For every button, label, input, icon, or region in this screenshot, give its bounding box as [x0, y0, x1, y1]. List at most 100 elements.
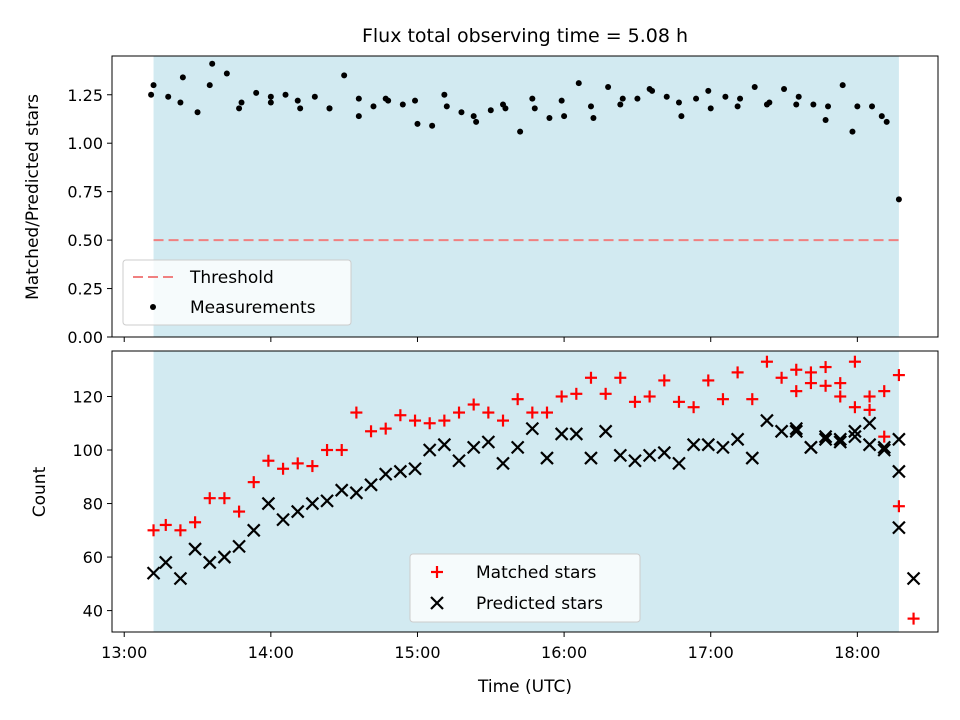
- matched-star-point: [614, 371, 627, 384]
- matched-star-point: [716, 393, 729, 406]
- top-y-axis-label: Matched/Predicted stars: [23, 94, 43, 300]
- x-tick-label: 14:00: [248, 643, 294, 662]
- predicted-star-point: [496, 456, 510, 471]
- y-tick-label: 100: [72, 441, 103, 460]
- matched-star-point: [643, 390, 656, 403]
- matched-star-point: [878, 385, 891, 398]
- predicted-star-point: [364, 478, 378, 492]
- measurement-point: [294, 97, 301, 104]
- measurement-point: [883, 118, 890, 125]
- legend-predicted-label: Predicted stars: [476, 594, 603, 614]
- matched-star-point: [863, 390, 876, 403]
- matched-star-point: [746, 393, 759, 406]
- bottom-y-ticks: 40 60 80 100 120: [72, 387, 112, 621]
- measurement-point: [370, 103, 377, 110]
- predicted-star-point: [554, 427, 569, 441]
- legend-threshold-label: Threshold: [189, 268, 274, 288]
- legend-measurements-swatch: [150, 304, 156, 310]
- measurement-point: [470, 113, 477, 120]
- count-points: [146, 355, 921, 625]
- matched-star-point: [262, 454, 275, 467]
- matched-star-point: [892, 500, 905, 513]
- top-panel: Flux total observing time = 5.08 h 0.000…: [23, 25, 939, 347]
- measurement-point: [722, 93, 729, 100]
- predicted-star-point: [525, 421, 540, 436]
- predicted-star-point: [701, 437, 716, 452]
- predicted-star-point: [173, 571, 188, 586]
- top-plot-frame: [111, 55, 939, 338]
- matched-star-point: [526, 406, 539, 419]
- predicted-star-point: [833, 435, 848, 449]
- predicted-star-point: [892, 520, 906, 535]
- predicted-star-point: [818, 429, 833, 444]
- predicted-star-point: [760, 413, 774, 428]
- predicted-star-point: [188, 542, 202, 556]
- matched-star-point: [702, 374, 715, 387]
- matched-star-point: [247, 476, 260, 489]
- predicted-star-point: [892, 432, 906, 447]
- x-tick-label: 13:00: [101, 643, 147, 662]
- measurement-point: [605, 84, 612, 91]
- matched-star-point: [892, 369, 905, 382]
- measurement-point: [165, 93, 172, 100]
- measurement-point: [236, 105, 243, 112]
- matched-star-point: [409, 414, 422, 427]
- matched-star-point: [497, 414, 510, 427]
- measurement-point: [531, 105, 538, 112]
- matched-star-point: [379, 422, 392, 435]
- matched-star-point: [159, 518, 172, 531]
- measurement-point: [282, 91, 289, 98]
- predicted-star-point: [598, 424, 613, 439]
- matched-star-point: [731, 366, 744, 379]
- x-axis-label: Time (UTC): [477, 677, 572, 697]
- matched-star-point: [335, 444, 348, 457]
- top-x-ticks: [123, 337, 858, 342]
- measurement-point: [810, 101, 817, 108]
- predicted-star-point: [584, 451, 598, 465]
- matched-star-point: [790, 385, 803, 398]
- y-tick-label: 80: [83, 495, 103, 514]
- predicted-star-point: [745, 451, 760, 465]
- measurement-point: [355, 95, 362, 102]
- measurement-point: [734, 103, 741, 110]
- measurement-point: [839, 82, 846, 89]
- bottom-legend: Matched stars Predicted stars: [409, 553, 641, 623]
- measurement-point: [194, 109, 201, 116]
- matched-star-point: [804, 377, 817, 390]
- y-tick-label: 0.00: [67, 328, 103, 347]
- predicted-star-point: [877, 440, 892, 455]
- predicted-star-point: [320, 494, 334, 508]
- matched-star-point: [511, 393, 524, 406]
- matched-star-point: [848, 401, 861, 414]
- measurement-point: [590, 115, 597, 122]
- predicted-star-point: [613, 448, 628, 463]
- matched-star-point: [365, 425, 378, 438]
- predicted-star-point: [848, 424, 862, 439]
- predicted-star-point: [246, 523, 261, 538]
- measurement-point: [795, 93, 802, 100]
- matched-star-point: [687, 401, 700, 414]
- y-tick-label: 40: [83, 602, 103, 621]
- predicted-star-point: [290, 504, 305, 519]
- measurement-point: [781, 85, 788, 92]
- matched-star-point: [482, 406, 495, 419]
- x-tick-label: 17:00: [688, 643, 734, 662]
- y-tick-label: 0.25: [67, 280, 103, 299]
- matched-star-point: [628, 395, 641, 408]
- measurement-point: [822, 116, 829, 123]
- matched-star-point: [291, 457, 304, 470]
- measurement-point: [414, 120, 421, 127]
- measurement-point: [206, 82, 213, 89]
- measurement-point: [355, 113, 362, 120]
- measurement-point: [267, 99, 274, 106]
- matched-star-point: [658, 374, 671, 387]
- predicted-star-point: [848, 429, 862, 444]
- predicted-star-point: [217, 550, 232, 564]
- matched-star-point: [775, 371, 788, 384]
- measurement-point: [443, 103, 450, 110]
- y-tick-label: 0.50: [67, 231, 103, 250]
- measurement-point: [751, 84, 758, 91]
- matched-star-point: [453, 406, 466, 419]
- x-tick-label: 15:00: [394, 643, 440, 662]
